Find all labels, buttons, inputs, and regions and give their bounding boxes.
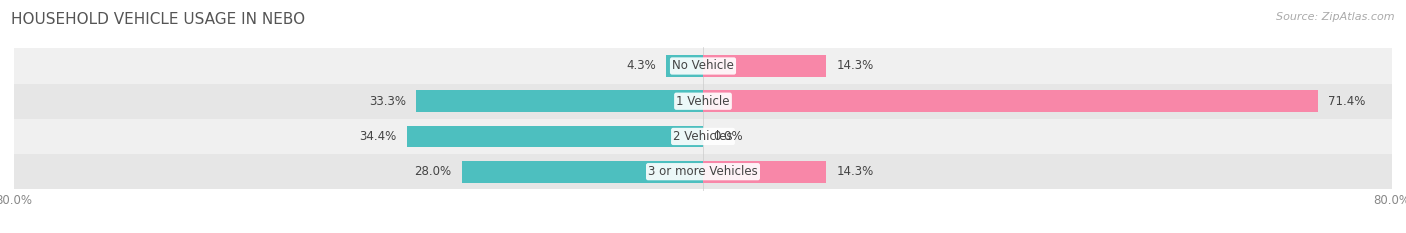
Bar <box>703 161 827 183</box>
Text: 34.4%: 34.4% <box>359 130 396 143</box>
Text: 14.3%: 14.3% <box>837 59 873 72</box>
Bar <box>666 55 703 77</box>
Text: 33.3%: 33.3% <box>368 95 406 108</box>
Text: 1 Vehicle: 1 Vehicle <box>676 95 730 108</box>
Text: 28.0%: 28.0% <box>415 165 451 178</box>
Bar <box>703 55 827 77</box>
Text: 14.3%: 14.3% <box>837 165 873 178</box>
Text: 3 or more Vehicles: 3 or more Vehicles <box>648 165 758 178</box>
Text: HOUSEHOLD VEHICLE USAGE IN NEBO: HOUSEHOLD VEHICLE USAGE IN NEBO <box>11 12 305 27</box>
Bar <box>461 161 703 183</box>
Bar <box>14 154 1392 189</box>
Text: 71.4%: 71.4% <box>1329 95 1365 108</box>
Bar <box>703 90 1317 112</box>
Bar <box>14 48 1392 84</box>
Bar <box>406 126 703 147</box>
Text: 4.3%: 4.3% <box>626 59 655 72</box>
Bar <box>416 90 703 112</box>
Bar <box>14 84 1392 119</box>
Text: 2 Vehicles: 2 Vehicles <box>673 130 733 143</box>
Text: No Vehicle: No Vehicle <box>672 59 734 72</box>
Text: Source: ZipAtlas.com: Source: ZipAtlas.com <box>1277 12 1395 22</box>
Text: 0.0%: 0.0% <box>713 130 742 143</box>
Bar <box>14 119 1392 154</box>
